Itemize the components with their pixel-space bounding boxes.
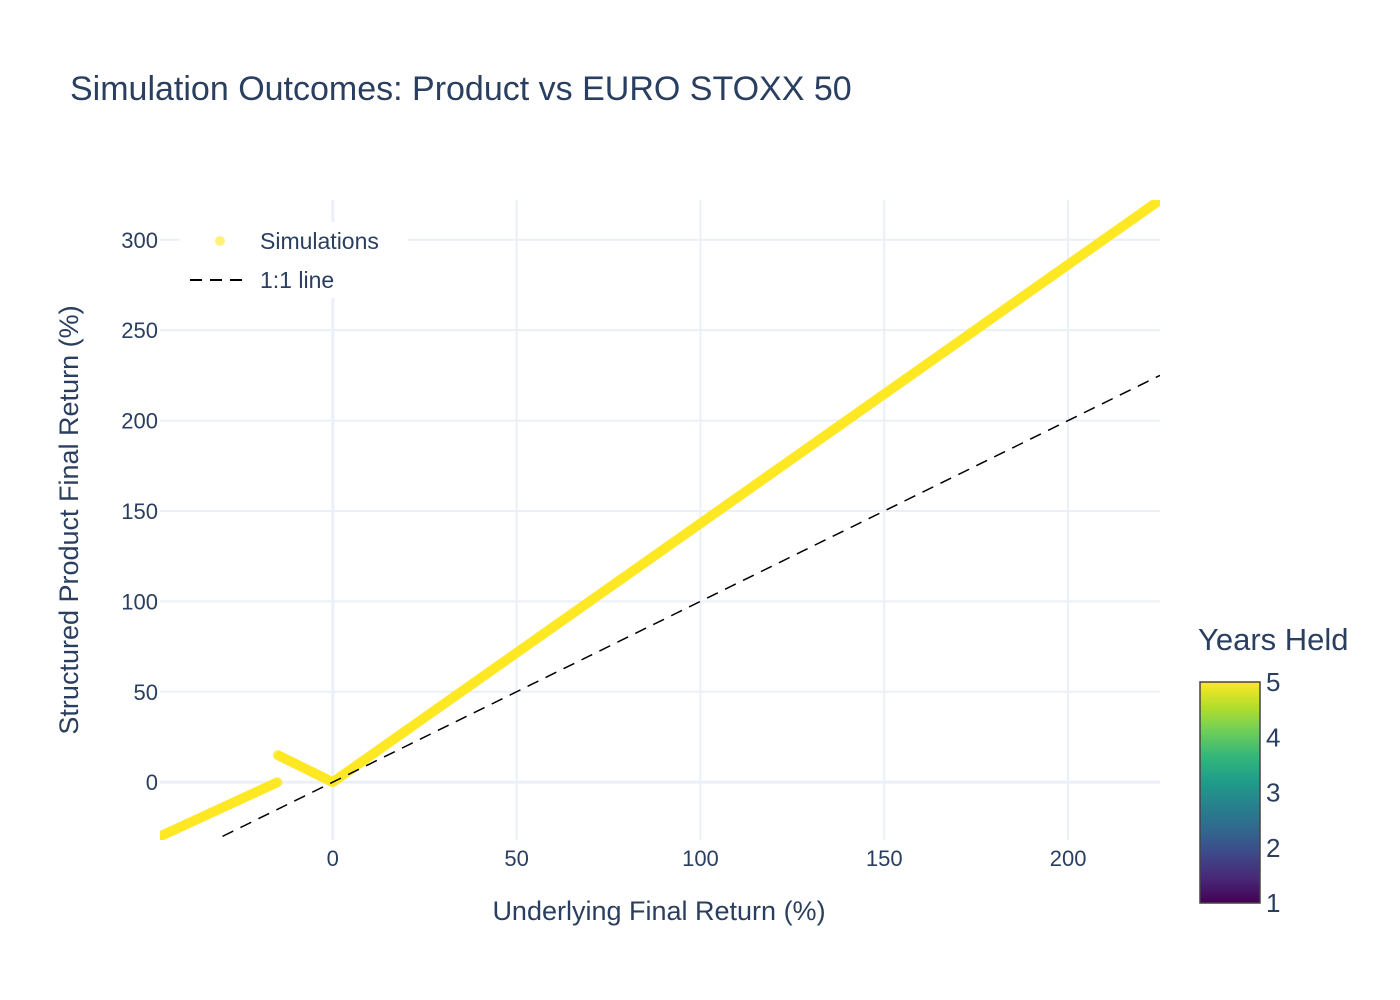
- x-axis-title: Underlying Final Return (%): [492, 896, 825, 926]
- y-tick-label: 100: [121, 589, 158, 614]
- x-tick-label: 150: [866, 846, 903, 871]
- colorbar-gradient: [1199, 681, 1261, 904]
- colorbar-ticks: 1 2 3 4 5: [1266, 667, 1280, 918]
- x-axis-ticks: 0 50 100 150 200: [327, 846, 1087, 871]
- legend-label-identity: 1:1 line: [260, 267, 334, 293]
- legend-background: [180, 222, 408, 298]
- grid-lines: [160, 200, 1160, 840]
- y-tick-label: 250: [121, 318, 158, 343]
- y-tick-label: 150: [121, 499, 158, 524]
- legend: Simulations 1:1 line: [180, 222, 408, 298]
- y-tick-label: 50: [134, 680, 158, 705]
- colorbar-title: Years Held: [1198, 622, 1349, 657]
- colorbar-tick-label: 2: [1266, 833, 1280, 863]
- y-axis-ticks: 0 50 100 150 200 250 300: [121, 228, 158, 795]
- simulation-point: [272, 777, 283, 788]
- x-tick-label: 100: [682, 846, 719, 871]
- y-axis-title: Structured Product Final Return (%): [54, 305, 84, 734]
- colorbar-tick-label: 1: [1266, 888, 1280, 918]
- colorbar: Years Held 1 2 3 4 5: [1198, 622, 1349, 918]
- colorbar-tick-label: 5: [1266, 667, 1280, 697]
- chart-title: Simulation Outcomes: Product vs EURO STO…: [70, 70, 852, 108]
- colorbar-tick-label: 4: [1266, 722, 1280, 752]
- legend-marker-simulations: [215, 236, 225, 246]
- y-tick-label: 300: [121, 228, 158, 253]
- y-tick-label: 200: [121, 409, 158, 434]
- colorbar-tick-label: 3: [1266, 778, 1280, 808]
- simulation-point: [1155, 200, 1160, 205]
- x-tick-label: 50: [504, 846, 528, 871]
- plot-area: [160, 200, 1160, 840]
- x-tick-label: 0: [327, 846, 339, 871]
- x-tick-label: 200: [1050, 846, 1087, 871]
- y-tick-label: 0: [146, 770, 158, 795]
- identity-line: [222, 374, 1160, 838]
- legend-label-simulations: Simulations: [260, 228, 379, 254]
